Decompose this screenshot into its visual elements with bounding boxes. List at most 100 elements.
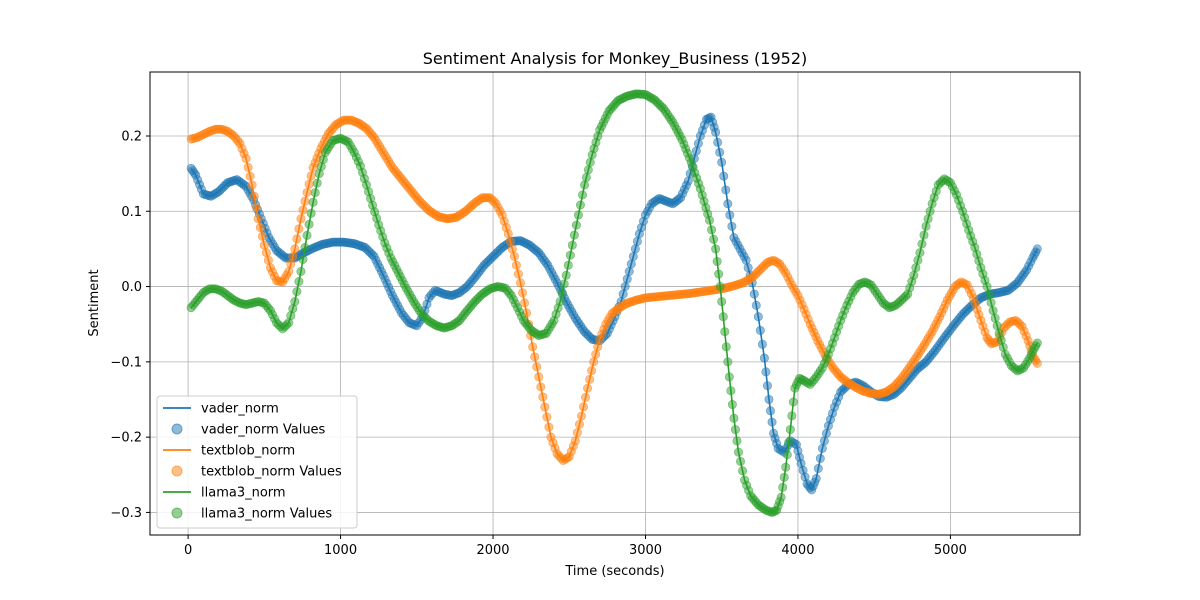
data-point [736,456,746,466]
legend-label: llama3_norm [201,486,286,501]
data-point [511,260,521,270]
data-point [542,412,552,422]
data-point [571,220,581,230]
data-point [245,171,255,181]
data-point [721,342,731,352]
data-point [288,251,298,261]
data-point [563,260,573,270]
data-point [743,263,753,273]
data-point [292,287,302,297]
x-tick-label: 4000 [781,543,814,558]
legend-label: vader_norm Values [201,423,326,438]
y-tick-label: 0.1 [121,205,142,220]
data-point [534,372,544,382]
data-point [581,392,591,402]
data-point [300,242,310,252]
data-point [286,259,296,269]
data-point [559,279,569,289]
data-point [727,221,737,231]
data-point [243,162,253,172]
legend-box [156,395,358,529]
x-axis-label: Time (seconds) [564,564,664,579]
data-point [298,205,308,215]
data-point [713,137,723,147]
data-point [620,282,630,292]
data-point [788,397,798,407]
data-point [306,208,316,218]
data-point [709,234,719,244]
data-point [738,466,748,476]
x-tick-label: 2000 [476,543,509,558]
data-point [785,425,795,435]
data-point [593,342,603,352]
data-point [263,255,273,265]
data-point [573,210,583,220]
y-axis-label: Sentiment [87,269,102,336]
data-point [712,256,722,266]
data-point [561,270,571,280]
data-point [766,406,776,416]
data-point [1032,244,1042,254]
data-point [784,437,794,447]
legend-label: vader_norm [201,402,279,417]
data-point [565,250,575,260]
legend-entry: llama3_norm Values [171,507,332,522]
data-point [290,244,300,254]
legend-entry: vader_norm Values [171,423,326,438]
data-point [312,178,322,188]
legend-entry: textblob_norm Values [171,465,342,480]
y-tick-label: −0.2 [110,431,142,446]
data-point [253,214,263,224]
y-tick-label: 0.2 [121,129,142,144]
data-point [1032,358,1042,368]
x-tick-label: 0 [184,543,192,558]
chart-title: Sentiment Analysis for Monkey_Business (… [423,49,807,69]
data-point [587,366,597,376]
data-point [921,221,931,231]
data-point [715,147,725,157]
data-point [310,188,320,198]
data-point [515,278,525,288]
data-point [730,425,740,435]
legend-label: textblob_norm [201,444,295,459]
y-tick-label: −0.3 [110,506,142,521]
data-point [986,298,996,308]
data-point [259,240,269,250]
data-point [555,297,565,307]
data-point [919,230,929,240]
data-point [813,463,823,473]
data-point [628,251,638,261]
legend-marker-swatch [171,465,183,477]
data-point [536,382,546,392]
y-tick-label: −0.1 [110,355,142,370]
y-tick-label: 0.0 [121,280,142,295]
data-point [581,172,591,182]
data-point [255,223,265,233]
data-point [781,462,791,472]
data-point [917,239,927,249]
data-point [296,266,306,276]
data-point [507,244,517,254]
data-point [717,297,727,307]
data-point [513,269,523,279]
data-point [729,413,739,423]
data-point [530,352,540,362]
data-point [778,482,788,492]
data-point [751,300,761,310]
data-point [779,472,789,482]
data-point [782,450,792,460]
legend-marker-swatch [171,507,183,519]
data-point [284,266,294,276]
data-point [755,325,765,335]
plot-frame [149,71,1081,536]
data-point [925,206,935,216]
data-point [988,306,998,316]
data-point [626,259,636,269]
data-point [720,327,730,337]
data-point [913,255,923,265]
data-point [532,362,542,372]
data-point [982,282,992,292]
series-textblob_norm [186,115,1042,465]
data-point [538,392,548,402]
